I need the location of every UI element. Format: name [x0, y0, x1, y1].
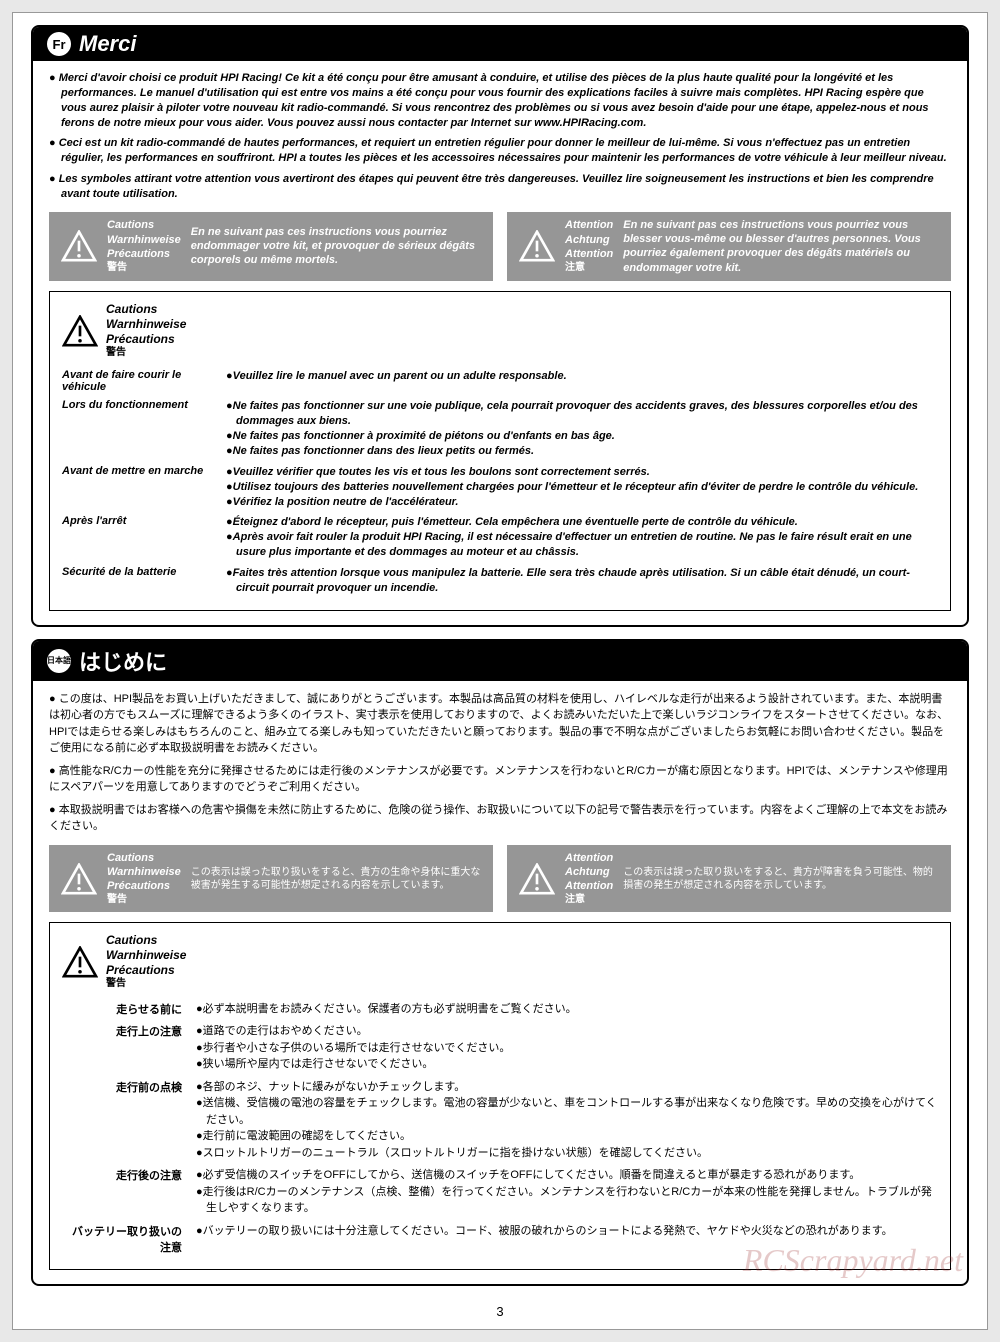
caution-box-warning: Cautions Warnhinweise Précautions 警告 この表…	[49, 845, 493, 913]
row-value: Ne faites pas fonctionner sur une voie p…	[226, 399, 938, 458]
row-value: Veuillez lire le manuel avec un parent o…	[226, 369, 938, 393]
caution-labels: Attention Achtung Attention 注意	[565, 218, 613, 274]
page-number: 3	[13, 1298, 987, 1329]
row-label: Sécurité de la batterie	[62, 566, 212, 596]
row-value: 道路での走行はおやめください。歩行者や小さな子供のいる場所では走行させないでくだ…	[196, 1023, 938, 1073]
row-label: 走行上の注意	[62, 1023, 182, 1073]
section-header-japanese: 日本語 はじめに	[33, 641, 967, 681]
caution-labels: Cautions Warnhinweise Précautions 警告	[107, 851, 181, 907]
section-french: Fr Merci Merci d'avoir choisi ce produit…	[31, 25, 969, 627]
intro-para: Les symboles attirant votre attention vo…	[49, 172, 951, 202]
row-label: Avant de faire courir le véhicule	[62, 369, 212, 393]
section-body-french: Merci d'avoir choisi ce produit HPI Raci…	[33, 61, 967, 625]
row-label: Lors du fonctionnement	[62, 399, 212, 458]
row-label: Avant de mettre en marche	[62, 465, 212, 510]
caution-text: En ne suivant pas ces instructions vous …	[623, 218, 939, 275]
caution-labels: Attention Achtung Attention 注意	[565, 851, 613, 907]
precaution-frame: Cautions Warnhinweise Précautions 警告 Ava…	[49, 291, 951, 611]
warning-triangle-icon	[519, 863, 555, 895]
row-value: 必ず受信機のスイッチをOFFにしてから、送信機のスイッチをOFFにしてください。…	[196, 1167, 938, 1217]
intro-para: Merci d'avoir choisi ce produit HPI Raci…	[49, 71, 951, 130]
intro-para: この度は、HPI製品をお買い上げいただきまして、誠にありがとうございます。本製品…	[49, 691, 951, 757]
caution-box-warning: Cautions Warnhinweise Précautions 警告 En …	[49, 212, 493, 281]
precaution-frame: Cautions Warnhinweise Précautions 警告 走らせ…	[49, 922, 951, 1270]
precaution-table: 走らせる前に 必ず本説明書をお読みください。保護者の方も必ず説明書をご覧ください…	[62, 1001, 938, 1255]
row-label: 走行後の注意	[62, 1167, 182, 1217]
caution-row: Cautions Warnhinweise Précautions 警告 En …	[49, 212, 951, 281]
warning-triangle-icon	[62, 315, 98, 347]
row-value: バッテリーの取り扱いには十分注意してください。コード、被服の破れからのショートに…	[196, 1223, 938, 1255]
row-value: Éteignez d'abord le récepteur, puis l'ém…	[226, 515, 938, 560]
caution-box-attention: Attention Achtung Attention 注意 この表示は誤った取…	[507, 845, 951, 913]
precaution-head: Cautions Warnhinweise Précautions 警告	[62, 302, 938, 360]
row-value: 各部のネジ、ナットに緩みがないかチェックします。送信機、受信機の電池の容量をチェ…	[196, 1079, 938, 1162]
section-japanese: 日本語 はじめに この度は、HPI製品をお買い上げいただきまして、誠にありがとう…	[31, 639, 969, 1286]
section-body-japanese: この度は、HPI製品をお買い上げいただきまして、誠にありがとうございます。本製品…	[33, 681, 967, 1284]
section-header-french: Fr Merci	[33, 27, 967, 61]
lang-badge-fr: Fr	[47, 32, 71, 56]
warning-triangle-icon	[62, 946, 98, 978]
caution-labels: Cautions Warnhinweise Précautions 警告	[107, 218, 181, 274]
row-label: 走行前の点検	[62, 1079, 182, 1162]
row-value: Veuillez vérifier que toutes les vis et …	[226, 465, 938, 510]
caution-text: この表示は誤った取り扱いをすると、貴方の生命や身体に重大な被害が発生する可能性が…	[191, 866, 481, 892]
caution-text: この表示は誤った取り扱いをすると、貴方が障害を負う可能性、物的損害の発生が想定さ…	[623, 866, 939, 892]
row-label: Après l'arrêt	[62, 515, 212, 560]
intro-para: 高性能なR/Cカーの性能を充分に発揮させるためには走行後のメンテナンスが必要です…	[49, 763, 951, 796]
caution-text: En ne suivant pas ces instructions vous …	[191, 225, 481, 268]
warning-triangle-icon	[519, 230, 555, 262]
warning-triangle-icon	[61, 230, 97, 262]
precaution-table: Avant de faire courir le véhicule Veuill…	[62, 369, 938, 595]
row-label: バッテリー取り扱いの注意	[62, 1223, 182, 1255]
row-value: 必ず本説明書をお読みください。保護者の方も必ず説明書をご覧ください。	[196, 1001, 938, 1018]
precaution-head-labels: Cautions Warnhinweise Précautions 警告	[106, 933, 186, 991]
section-title-japanese: はじめに	[79, 645, 167, 677]
row-value: Faites très attention lorsque vous manip…	[226, 566, 938, 596]
lang-badge-jp: 日本語	[47, 649, 71, 673]
precaution-head-labels: Cautions Warnhinweise Précautions 警告	[106, 302, 186, 360]
manual-page: Fr Merci Merci d'avoir choisi ce produit…	[12, 12, 988, 1330]
caution-row: Cautions Warnhinweise Précautions 警告 この表…	[49, 845, 951, 913]
caution-box-attention: Attention Achtung Attention 注意 En ne sui…	[507, 212, 951, 281]
warning-triangle-icon	[61, 863, 97, 895]
intro-para: Ceci est un kit radio-commandé de hautes…	[49, 136, 951, 166]
intro-para: 本取扱説明書ではお客様への危害や損傷を未然に防止するために、危険の従う操作、お取…	[49, 802, 951, 835]
precaution-head: Cautions Warnhinweise Précautions 警告	[62, 933, 938, 991]
section-title-french: Merci	[79, 31, 136, 57]
row-label: 走らせる前に	[62, 1001, 182, 1018]
